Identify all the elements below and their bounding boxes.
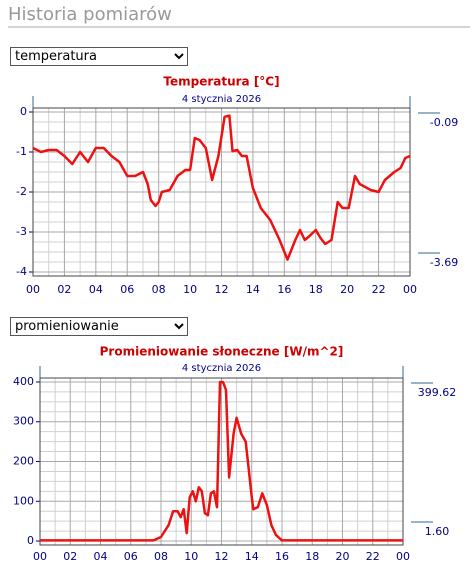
y-tick-label: 0 xyxy=(27,534,34,547)
chart-title: Temperatura [°C] xyxy=(163,75,279,89)
y-tick-label: 100 xyxy=(13,494,34,507)
x-tick-label: 16 xyxy=(277,283,291,296)
x-tick-label: 20 xyxy=(340,283,354,296)
x-tick-label: 06 xyxy=(124,550,138,563)
page-title: Historia pomiarów xyxy=(8,4,172,25)
extreme-label: 1.60 xyxy=(425,525,450,538)
sensor-select[interactable]: temperatura xyxy=(10,47,188,66)
y-tick-label: 0 xyxy=(20,105,27,118)
extreme-label: 399.62 xyxy=(418,386,457,399)
y-tick-label: -3 xyxy=(16,225,27,238)
x-tick-label: 08 xyxy=(152,283,166,296)
sensor-select[interactable]: promieniowanie xyxy=(10,317,188,336)
x-tick-label: 00 xyxy=(26,283,40,296)
x-tick-label: 10 xyxy=(183,283,197,296)
x-tick-label: 12 xyxy=(215,550,229,563)
data-line xyxy=(32,114,411,261)
y-tick-label: -4 xyxy=(16,265,27,278)
y-tick-label: 300 xyxy=(13,415,34,428)
x-tick-label: 04 xyxy=(94,550,108,563)
x-tick-label: 20 xyxy=(336,550,350,563)
extreme-label: -3.69 xyxy=(430,256,458,269)
data-line xyxy=(40,380,403,542)
x-tick-label: 14 xyxy=(246,283,260,296)
x-tick-label: 16 xyxy=(275,550,289,563)
y-tick-label: -2 xyxy=(16,185,27,198)
x-tick-label: 10 xyxy=(184,550,198,563)
x-tick-label: 00 xyxy=(396,550,410,563)
y-tick-label: -1 xyxy=(16,145,27,158)
x-tick-label: 02 xyxy=(63,550,77,563)
plot-frame xyxy=(32,107,411,277)
x-tick-label: 06 xyxy=(120,283,134,296)
x-tick-label: 02 xyxy=(57,283,71,296)
x-tick-label: 08 xyxy=(154,550,168,563)
chart-subtitle: 4 stycznia 2026 xyxy=(182,363,261,374)
x-tick-label: 04 xyxy=(89,283,103,296)
y-tick-label: 200 xyxy=(13,455,34,468)
x-tick-label: 12 xyxy=(215,283,229,296)
chart-title: Promieniowanie słoneczne [W/m^2] xyxy=(100,345,344,359)
x-tick-label: 00 xyxy=(403,283,417,296)
plot-frame xyxy=(39,377,404,546)
extreme-label: -0.09 xyxy=(430,116,458,129)
chart-subtitle: 4 stycznia 2026 xyxy=(182,94,261,105)
x-tick-label: 14 xyxy=(245,550,259,563)
x-tick-label: 00 xyxy=(33,550,47,563)
x-tick-label: 18 xyxy=(305,550,319,563)
x-tick-label: 22 xyxy=(366,550,380,563)
x-tick-label: 22 xyxy=(372,283,386,296)
y-tick-label: 400 xyxy=(13,375,34,388)
x-tick-label: 18 xyxy=(309,283,323,296)
